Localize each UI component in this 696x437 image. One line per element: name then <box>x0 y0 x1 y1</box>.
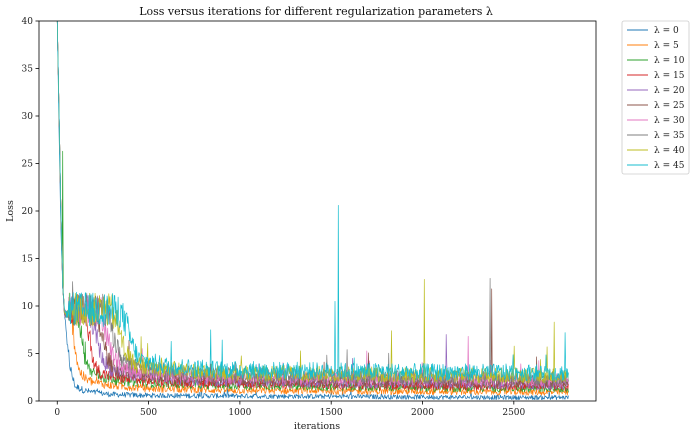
legend-label-lambda-30: λ = 30 <box>654 116 685 126</box>
legend-label-lambda-45: λ = 45 <box>654 161 685 171</box>
y-tick-label: 0 <box>27 397 33 407</box>
legend-label-lambda-25: λ = 25 <box>654 101 685 111</box>
legend: λ = 0 λ = 5 λ = 10 λ = 15 λ = 20 λ = 25 λ = 30… <box>621 20 690 175</box>
legend-label-lambda-20: λ = 20 <box>654 86 685 96</box>
y-tick-label: 10 <box>22 302 34 312</box>
x-tick-label: 1500 <box>320 408 343 418</box>
y-tick-label: 25 <box>22 160 34 170</box>
y-tick-label: 35 <box>22 65 34 75</box>
x-tick-label: 2000 <box>411 408 434 418</box>
legend-label-lambda-15: λ = 15 <box>654 71 685 81</box>
legend-label-lambda-0: λ = 0 <box>654 26 679 36</box>
x-axis: 0 500 1000 1500 2000 2500 <box>54 401 526 418</box>
y-axis-title: Loss <box>5 200 16 222</box>
series-line-lambda-0 <box>56 21 569 401</box>
legend-label-lambda-5: λ = 5 <box>654 41 679 51</box>
series-line-lambda-45 <box>56 21 569 382</box>
y-tick-label: 5 <box>27 350 33 360</box>
y-tick-label: 15 <box>22 255 34 265</box>
legend-frame <box>621 20 690 175</box>
series-layer <box>56 21 569 401</box>
y-axis: 0 5 10 15 20 25 30 35 40 <box>22 17 39 407</box>
chart-title: Loss versus iterations for different reg… <box>139 5 493 18</box>
x-tick-label: 2500 <box>502 408 525 418</box>
legend-label-lambda-10: λ = 10 <box>654 56 685 66</box>
legend-label-lambda-40: λ = 40 <box>654 146 685 156</box>
series-line-lambda-25 <box>56 21 569 389</box>
y-tick-label: 40 <box>22 17 34 27</box>
x-tick-label: 500 <box>140 408 157 418</box>
y-tick-label: 30 <box>22 112 34 122</box>
x-tick-label: 1000 <box>228 408 251 418</box>
x-axis-title: iterations <box>294 421 340 432</box>
x-tick-label: 0 <box>54 408 60 418</box>
y-tick-label: 20 <box>22 207 34 217</box>
legend-label-lambda-35: λ = 35 <box>654 131 685 141</box>
